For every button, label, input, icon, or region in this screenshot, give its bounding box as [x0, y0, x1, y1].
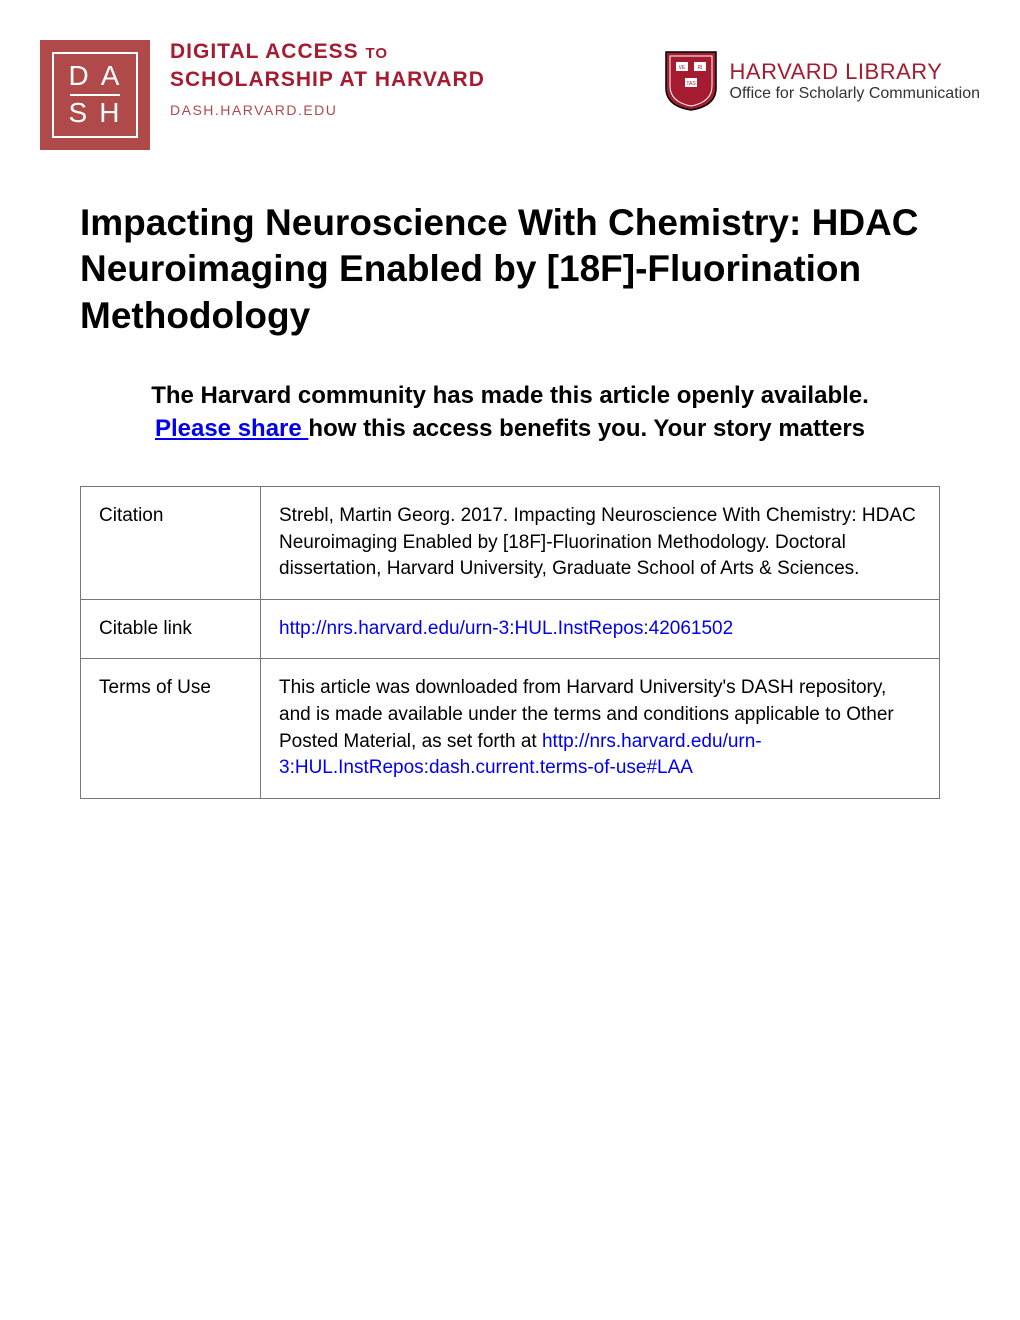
dash-logo: DA SH [40, 40, 150, 150]
notice-text-2: how this access benefits you. Your story… [308, 415, 865, 442]
citable-link-value: http://nrs.harvard.edu/urn-3:HUL.InstRep… [261, 599, 940, 659]
terms-label: Terms of Use [81, 659, 261, 798]
svg-text:TAS: TAS [686, 81, 696, 87]
dash-title-line2: SCHOLARSHIP AT HARVARD [170, 68, 485, 92]
dash-branding: DA SH DIGITAL ACCESS TO SCHOLARSHIP AT H… [40, 40, 485, 150]
dash-url: DASH.HARVARD.EDU [170, 102, 485, 118]
citable-link-label: Citable link [81, 599, 261, 659]
table-row: Terms of Use This article was downloaded… [81, 659, 940, 798]
dash-text-block: DIGITAL ACCESS TO SCHOLARSHIP AT HARVARD… [170, 40, 485, 118]
citation-value: Strebl, Martin Georg. 2017. Impacting Ne… [261, 486, 940, 599]
table-row: Citable link http://nrs.harvard.edu/urn-… [81, 599, 940, 659]
citable-link[interactable]: http://nrs.harvard.edu/urn-3:HUL.InstRep… [279, 618, 733, 639]
dash-title-line1: DIGITAL ACCESS TO [170, 40, 485, 64]
harvard-library-title: HARVARD LIBRARY [730, 59, 980, 85]
page-header: DA SH DIGITAL ACCESS TO SCHOLARSHIP AT H… [40, 40, 980, 150]
table-row: Citation Strebl, Martin Georg. 2017. Imp… [81, 486, 940, 599]
svg-text:RI: RI [697, 65, 702, 71]
terms-value: This article was downloaded from Harvard… [261, 659, 940, 798]
metadata-table: Citation Strebl, Martin Georg. 2017. Imp… [80, 486, 940, 799]
harvard-library-subtitle: Office for Scholarly Communication [730, 85, 980, 103]
svg-text:VE: VE [678, 65, 685, 71]
harvard-branding: VE RI TAS HARVARD LIBRARY Office for Sch… [664, 50, 980, 112]
availability-notice: The Harvard community has made this arti… [140, 379, 880, 446]
dash-logo-line2: SH [59, 98, 132, 129]
harvard-shield-icon: VE RI TAS [664, 50, 718, 112]
article-title: Impacting Neuroscience With Chemistry: H… [80, 200, 940, 339]
notice-text-1: The Harvard community has made this arti… [151, 382, 869, 409]
citation-label: Citation [81, 486, 261, 599]
please-share-link[interactable]: Please share [155, 415, 308, 442]
dash-logo-line1: DA [59, 61, 132, 92]
